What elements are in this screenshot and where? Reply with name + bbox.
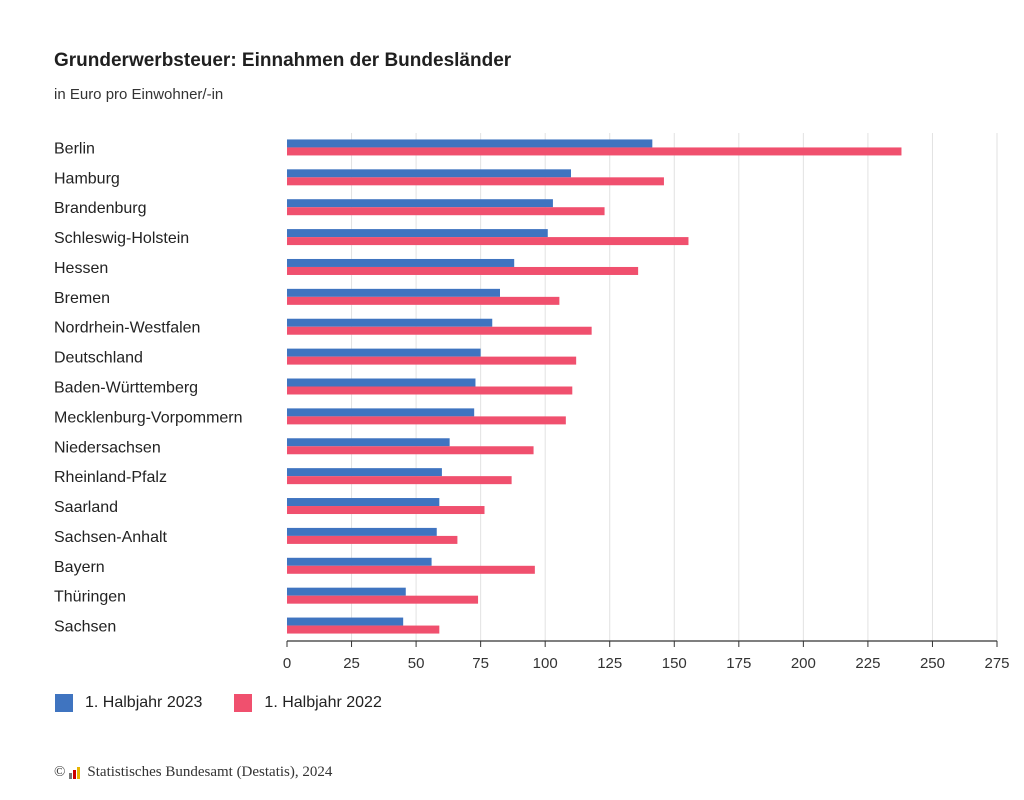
- source-footer: © Statistisches Bundesamt (Destatis), 20…: [54, 764, 332, 781]
- category-label: Saarland: [54, 499, 118, 516]
- bar-2022[interactable]: [287, 296, 560, 305]
- category-label: Sachsen-Anhalt: [54, 529, 168, 546]
- bar-2022[interactable]: [287, 446, 534, 455]
- legend-item-2023[interactable]: 1. Halbjahr 2023: [55, 694, 202, 712]
- legend-swatch-2023: [55, 694, 73, 712]
- copyright-symbol: ©: [54, 764, 66, 780]
- x-tick-label: 0: [283, 655, 291, 672]
- bar-2023[interactable]: [287, 587, 406, 596]
- bar-2022[interactable]: [287, 476, 512, 485]
- bar-2022[interactable]: [287, 237, 689, 246]
- category-label: Hessen: [54, 260, 108, 277]
- bar-2023[interactable]: [287, 408, 475, 417]
- bar-2023[interactable]: [287, 258, 515, 267]
- bar-2023[interactable]: [287, 139, 653, 148]
- bar-2022[interactable]: [287, 535, 458, 544]
- bar-2022[interactable]: [287, 356, 577, 365]
- category-label: Hamburg: [54, 170, 120, 187]
- x-tick-label: 200: [791, 655, 816, 672]
- category-label: Baden-Württemberg: [54, 380, 198, 397]
- x-tick-label: 225: [855, 655, 880, 672]
- x-tick-label: 150: [662, 655, 687, 672]
- bar-2023[interactable]: [287, 617, 404, 626]
- x-tick-label: 100: [533, 655, 558, 672]
- source-text: Statistisches Bundesamt (Destatis), 2024: [87, 764, 333, 780]
- bar-2023[interactable]: [287, 527, 437, 536]
- legend-label-2022: 1. Halbjahr 2022: [264, 694, 382, 711]
- bar-2023[interactable]: [287, 199, 553, 208]
- bar-2022[interactable]: [287, 207, 605, 216]
- x-tick-label: 175: [726, 655, 751, 672]
- x-tick-label: 125: [597, 655, 622, 672]
- category-label: Thüringen: [54, 589, 126, 606]
- category-label: Berlin: [54, 140, 95, 157]
- bar-2022[interactable]: [287, 147, 902, 156]
- chart-subtitle: in Euro pro Einwohner/-in: [54, 86, 224, 103]
- x-tick-label: 275: [984, 655, 1009, 672]
- grid-lines: [351, 133, 998, 641]
- bar-2022[interactable]: [287, 386, 573, 395]
- category-label: Sachsen: [54, 619, 116, 636]
- bar-2023[interactable]: [287, 169, 571, 178]
- bar-2023[interactable]: [287, 498, 440, 507]
- bar-chart: Berlin Hamburg Brandenburg Schleswig-Holste…: [54, 133, 1010, 672]
- bar-2023[interactable]: [287, 468, 442, 477]
- bar-2022[interactable]: [287, 416, 566, 425]
- bar-2022[interactable]: [287, 326, 592, 335]
- bar-2023[interactable]: [287, 438, 450, 447]
- legend-label-2023: 1. Halbjahr 2023: [85, 694, 203, 711]
- category-label: Niedersachsen: [54, 439, 161, 456]
- category-label: Nordrhein-Westfalen: [54, 320, 200, 337]
- bar-2022[interactable]: [287, 625, 440, 634]
- chart-title: Grunderwerbsteuer: Einnahmen der Bundesl…: [54, 50, 512, 71]
- x-tick-label: 250: [920, 655, 945, 672]
- bar-2022[interactable]: [287, 177, 664, 186]
- category-label: Bayern: [54, 559, 105, 576]
- bar-2023[interactable]: [287, 318, 493, 327]
- legend: 1. Halbjahr 2023 1. Halbjahr 2022: [55, 694, 414, 712]
- legend-swatch-2022: [234, 694, 253, 712]
- x-tick-label: 25: [343, 655, 360, 672]
- bar-2023[interactable]: [287, 557, 432, 566]
- bar-2023[interactable]: [287, 378, 476, 387]
- category-label: Brandenburg: [54, 200, 147, 217]
- x-axis: 0 25 50 75 100 125 150 175 200 225 250 275: [283, 640, 1010, 672]
- bars: [287, 139, 902, 634]
- bar-2022[interactable]: [287, 266, 639, 275]
- category-label: Rheinland-Pfalz: [54, 469, 167, 486]
- bar-2023[interactable]: [287, 288, 500, 297]
- category-label: Schleswig-Holstein: [54, 230, 189, 247]
- bar-2022[interactable]: [287, 565, 535, 574]
- x-tick-label: 50: [408, 655, 425, 672]
- category-label: Bremen: [54, 290, 110, 307]
- legend-item-2022[interactable]: 1. Halbjahr 2022: [234, 694, 382, 712]
- category-label: Deutschland: [54, 350, 143, 367]
- bar-2023[interactable]: [287, 348, 481, 357]
- bar-2022[interactable]: [287, 595, 479, 604]
- bar-2022[interactable]: [287, 506, 485, 515]
- category-labels: Berlin Hamburg Brandenburg Schleswig-Holste…: [54, 140, 243, 635]
- bar-2023[interactable]: [287, 229, 548, 238]
- category-label: Mecklenburg-Vorpommern: [54, 409, 243, 426]
- destatis-logo-icon: [69, 766, 81, 779]
- x-tick-label: 75: [472, 655, 489, 672]
